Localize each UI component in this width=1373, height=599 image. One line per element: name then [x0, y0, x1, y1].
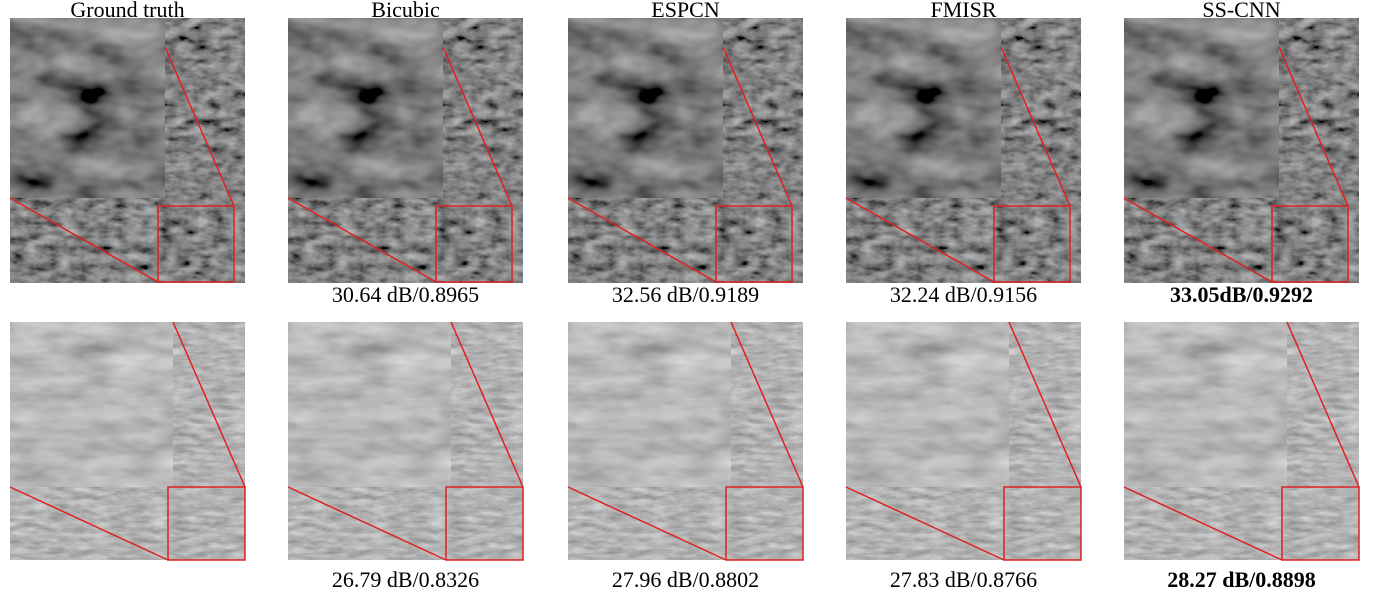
zoom-inset — [1124, 322, 1287, 487]
metric-caption: 30.64 dB/0.8965 — [332, 282, 479, 307]
metric-caption: 28.27 dB/0.8898 — [1167, 567, 1316, 592]
zoom-inset — [846, 18, 1001, 198]
zoom-inset — [568, 18, 723, 198]
zoom-inset — [846, 322, 1009, 487]
image-panel — [846, 18, 1081, 283]
image-panel — [1124, 322, 1359, 560]
image-panel — [568, 18, 803, 283]
zoom-inset — [1124, 18, 1279, 198]
zoom-inset — [10, 18, 165, 198]
figure: Ground truthBicubicESPCNFMISRSS-CNN30.64… — [0, 0, 1373, 599]
image-panel — [568, 322, 803, 560]
image-panel — [846, 322, 1081, 560]
image-panel — [10, 322, 245, 560]
metric-caption: 26.79 dB/0.8326 — [332, 567, 479, 592]
metric-caption: 33.05dB/0.9292 — [1170, 282, 1313, 307]
zoom-inset — [288, 18, 443, 198]
metric-caption: 27.96 dB/0.8802 — [612, 567, 759, 592]
zoom-inset — [568, 322, 731, 487]
image-panel — [1124, 18, 1359, 283]
zoom-inset — [10, 322, 173, 487]
metric-caption: 32.24 dB/0.9156 — [890, 282, 1037, 307]
image-panel — [10, 18, 245, 283]
metric-caption: 27.83 dB/0.8766 — [890, 567, 1037, 592]
zoom-inset — [288, 322, 451, 487]
metric-caption: 32.56 dB/0.9189 — [612, 282, 759, 307]
image-panel — [288, 322, 523, 560]
image-panel — [288, 18, 523, 283]
